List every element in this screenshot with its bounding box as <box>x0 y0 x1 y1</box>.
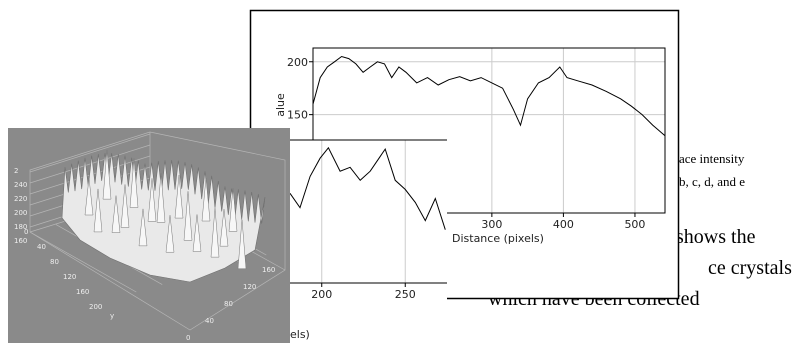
y-axis-label: alue <box>274 93 287 117</box>
surface-peak <box>165 215 175 253</box>
y-tick-label: 80 <box>50 258 59 266</box>
surface-peak <box>237 219 247 269</box>
x-axis-label: els) <box>290 328 310 341</box>
x-tick-label: 250 <box>395 288 416 301</box>
x-axis-label: Distance (pixels) <box>452 232 544 245</box>
body-text: shows the <box>676 226 756 248</box>
x-tick-label: 400 <box>553 218 574 231</box>
body-text: ce crystals <box>708 257 792 279</box>
surface-peak <box>219 209 229 247</box>
surface-peak <box>138 208 148 247</box>
y-tick-label: 200 <box>89 303 102 311</box>
surface-peak <box>201 178 211 222</box>
z-tick-label: 180 <box>14 223 27 231</box>
x-tick-label: 300 <box>481 218 502 231</box>
x-tick-label: 500 <box>624 218 645 231</box>
z-tick-label: 220 <box>14 195 27 203</box>
box-wire <box>29 133 151 173</box>
x-tick-label: 40 <box>205 317 214 325</box>
surface-peak <box>192 214 202 252</box>
surface-peak <box>93 188 103 233</box>
surface-peak <box>147 178 157 222</box>
x-tick-label: 160 <box>262 266 275 274</box>
z-tick-label: 160 <box>14 237 27 245</box>
y-tick-label: 200 <box>287 56 308 69</box>
y-tick-label: 120 <box>63 273 76 281</box>
x-tick-label: 200 <box>311 288 332 301</box>
profile-line <box>312 55 666 137</box>
surface-peak <box>84 177 94 216</box>
x-tick-label: 80 <box>224 300 233 308</box>
y-tick-label: 40 <box>37 243 46 251</box>
inset-background <box>260 140 447 347</box>
x-tick-label: 120 <box>243 283 256 291</box>
body-text: b, c, d, and e <box>679 174 745 189</box>
box-wire <box>29 144 151 184</box>
surface-peak <box>174 175 184 219</box>
surface-peak <box>228 188 238 232</box>
z-tick-label: 240 <box>14 181 27 189</box>
body-text: ace intensity <box>679 151 745 166</box>
z-tick-label: 2 <box>14 167 18 175</box>
surface-peak <box>102 150 112 200</box>
plot-area <box>312 47 666 214</box>
surface-peak <box>183 191 193 241</box>
x-tick-label: 0 <box>186 334 190 342</box>
surface-peak <box>156 173 166 223</box>
surface-peak <box>129 158 139 208</box>
y-axis-label: y <box>110 312 114 320</box>
y-tick-label: 0 <box>24 228 28 236</box>
surface-peak <box>111 195 121 233</box>
profile-line <box>289 146 446 230</box>
surface-peak <box>120 184 130 228</box>
surface-plot: 224022020018016004080120160200y160120804… <box>8 128 290 343</box>
y-tick-label: 150 <box>287 109 308 122</box>
main-plot: 300 400 500 150 200 Distance (pixels) alue <box>274 47 666 245</box>
y-tick-label: 160 <box>76 288 89 296</box>
surface-peak <box>210 208 220 258</box>
inset-plot: 200 250 els) <box>260 139 447 347</box>
box-wire <box>29 231 137 293</box>
z-tick-label: 200 <box>14 209 27 217</box>
